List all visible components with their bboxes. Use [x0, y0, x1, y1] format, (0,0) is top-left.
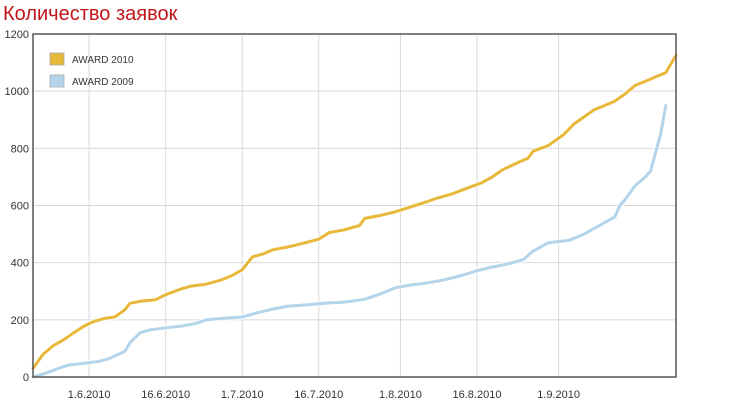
- axes: 0 200 400 600 800 1000 1200 1.6.2010 16.6.2010 1.…: [5, 29, 677, 401]
- y-tick-label: 200: [11, 315, 29, 327]
- chart-title: Количество заявок: [3, 3, 178, 25]
- y-tick-label: 1000: [5, 86, 29, 98]
- legend: AWARD 2010 AWARD 2009: [49, 52, 134, 88]
- y-tick-label: 800: [11, 143, 29, 155]
- series-line-award-2009: [31, 104, 668, 379]
- x-tick-label: 16.6.2010: [141, 389, 190, 401]
- legend-label-award-2010: AWARD 2010: [72, 55, 134, 66]
- series-line-award-2010: [31, 53, 678, 370]
- grid-lines: [33, 33, 676, 378]
- legend-label-award-2009: AWARD 2009: [72, 77, 134, 88]
- y-tick-label: 1200: [5, 29, 29, 41]
- x-tick-label: 16.7.2010: [294, 389, 343, 401]
- y-tick-label: 400: [11, 258, 29, 270]
- y-tick-label: 0: [23, 372, 29, 384]
- legend-swatch-award-2010: [49, 52, 65, 66]
- plot-border: [32, 33, 677, 378]
- series-lines: [30, 53, 679, 380]
- x-tick-label: 1.9.2010: [537, 389, 580, 401]
- legend-swatch-award-2009: [49, 74, 65, 88]
- x-tick-label: 1.7.2010: [221, 389, 264, 401]
- x-tick-label: 16.8.2010: [453, 389, 502, 401]
- x-tick-label: 1.6.2010: [68, 389, 111, 401]
- y-tick-label: 600: [11, 201, 29, 213]
- x-tick-label: 1.8.2010: [379, 389, 422, 401]
